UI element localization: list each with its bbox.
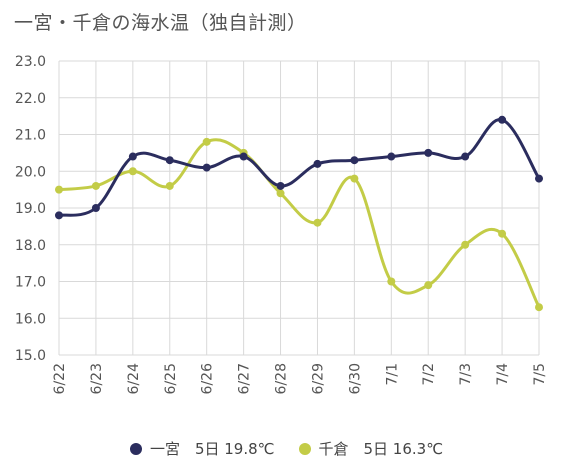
x-tick-label: 6/24 (126, 363, 142, 395)
data-point-ichinomiya (535, 174, 543, 183)
data-point-ichinomiya (55, 211, 63, 220)
data-point-ichinomiya (128, 152, 137, 161)
y-tick-label: 21.0 (15, 128, 46, 144)
data-point-ichinomiya (461, 152, 470, 161)
data-point-chikura (424, 281, 433, 290)
data-point-chikura (165, 181, 174, 190)
y-tick-label: 16.0 (15, 311, 46, 327)
x-tick-label: 7/3 (458, 363, 474, 386)
x-tick-label: 6/29 (310, 363, 326, 394)
data-point-chikura (91, 181, 100, 190)
x-tick-label: 6/30 (347, 363, 363, 394)
y-tick-label: 15.0 (15, 348, 46, 364)
legend-label-chikura: 千倉 5日 16.3℃ (318, 440, 444, 458)
data-point-chikura (535, 303, 543, 312)
data-point-ichinomiya (350, 156, 359, 165)
x-tick-label: 7/2 (421, 363, 437, 386)
y-tick-label: 23.0 (15, 54, 46, 70)
y-tick-label: 19.0 (15, 201, 46, 217)
data-point-chikura (55, 185, 63, 194)
legend-item-chikura[interactable]: 千倉 5日 16.3℃ (298, 438, 444, 459)
data-point-chikura (461, 240, 470, 249)
x-tick-label: 6/27 (237, 363, 253, 394)
data-point-chikura (202, 137, 211, 146)
data-point-ichinomiya (239, 152, 248, 161)
data-point-ichinomiya (387, 152, 396, 161)
data-point-chikura (498, 229, 507, 238)
legend-marker-chikura (298, 442, 311, 455)
data-point-ichinomiya (424, 148, 433, 157)
data-point-chikura (350, 174, 359, 183)
data-point-chikura (387, 277, 396, 286)
y-tick-label: 17.0 (15, 275, 46, 291)
x-tick-label: 6/26 (200, 363, 216, 395)
series-line-chikura (57, 138, 541, 309)
chart-title: 一宮・千倉の海水温（独自計測） (14, 12, 307, 34)
x-tick-label: 6/23 (89, 363, 105, 394)
data-point-ichinomiya (498, 115, 507, 124)
chart-legend: 一宮 5日 19.8℃ 千倉 5日 16.3℃ (0, 438, 573, 459)
x-tick-label: 7/4 (495, 363, 511, 386)
x-tick-label: 7/5 (532, 363, 548, 386)
data-point-chikura (276, 189, 285, 198)
y-tick-label: 18.0 (15, 238, 46, 254)
x-tick-label: 6/28 (274, 363, 290, 394)
y-tick-label: 22.0 (15, 91, 46, 107)
x-tick-label: 6/25 (163, 363, 179, 394)
data-point-ichinomiya (165, 156, 174, 165)
data-point-ichinomiya (313, 159, 322, 168)
x-tick-label: 6/22 (52, 363, 68, 394)
data-point-chikura (313, 218, 322, 227)
legend-label-ichinomiya: 一宮 5日 19.8℃ (149, 440, 275, 458)
data-point-ichinomiya (276, 181, 285, 190)
series-line-ichinomiya (57, 118, 541, 217)
x-tick-label: 7/1 (384, 363, 400, 386)
data-point-chikura (128, 167, 137, 176)
y-tick-label: 20.0 (15, 164, 46, 180)
legend-item-ichinomiya[interactable]: 一宮 5日 19.8℃ (129, 438, 275, 459)
data-point-ichinomiya (202, 163, 211, 172)
legend-marker-ichinomiya (129, 442, 142, 455)
data-point-ichinomiya (91, 204, 100, 212)
